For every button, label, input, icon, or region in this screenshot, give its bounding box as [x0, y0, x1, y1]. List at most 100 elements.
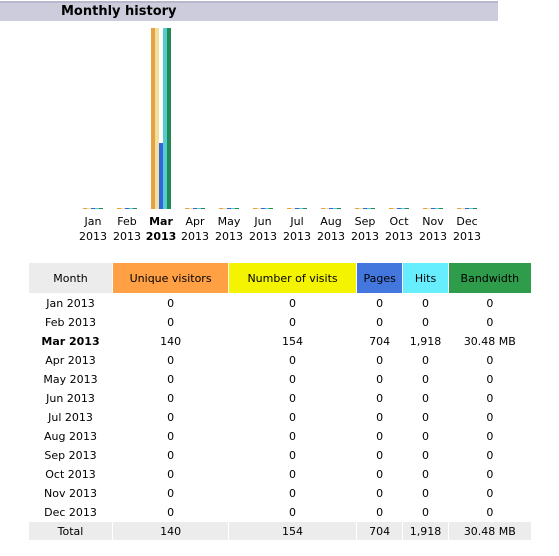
cell-hits: 0	[422, 467, 430, 481]
cell-hits: 0	[422, 372, 430, 386]
month-label: Mar 2013	[144, 214, 178, 244]
cell-bandwidth: 0	[486, 353, 494, 367]
cell-visits: 0	[289, 467, 297, 481]
chart-bar	[423, 208, 427, 209]
chart-bar	[83, 208, 87, 209]
total-bandwidth: 30.48 MB	[448, 522, 531, 540]
cell-hits: 0	[422, 315, 430, 329]
total-month: Total	[29, 522, 112, 540]
header-number-of-visits: Number of visits	[229, 263, 356, 293]
cell-visitors: 0	[167, 410, 175, 424]
month-label-year: 2013	[181, 230, 209, 243]
month-label-name: Feb	[117, 215, 137, 228]
cell-month: Jul 2013	[48, 410, 93, 424]
chart-bar	[219, 208, 223, 209]
cell-bandwidth: 0	[486, 505, 494, 519]
total-visits: 154	[229, 522, 356, 540]
header-stripe	[0, 1, 498, 3]
cell-visits: 0	[289, 410, 297, 424]
cell-visitors: 0	[167, 486, 175, 500]
cell-month: Oct 2013	[45, 467, 96, 481]
monthly-history-table: Month Unique visitors Number of visits P…	[28, 262, 532, 541]
cell-pages: 704	[369, 334, 391, 348]
cell-pages: 0	[376, 315, 384, 329]
cell-hits: 0	[422, 429, 430, 443]
chart-bar	[163, 28, 167, 209]
chart-bar	[87, 208, 91, 209]
chart-bar	[359, 208, 363, 209]
total-pages: 704	[356, 522, 403, 540]
chart-bar	[257, 208, 261, 209]
month-label: Jun 2013	[246, 214, 280, 244]
chart-bar	[99, 208, 103, 209]
cell-visits: 0	[289, 486, 297, 500]
cell-visits: 0	[289, 353, 297, 367]
cell-pages: 0	[376, 429, 384, 443]
chart-bar	[125, 208, 129, 209]
cell-month: Apr 2013	[45, 353, 96, 367]
chart-bar	[269, 208, 273, 209]
month-label-year: 2013	[79, 230, 107, 243]
cell-visitors: 0	[167, 448, 175, 462]
table-header-row: Month Unique visitors Number of visits P…	[29, 263, 531, 293]
cell-pages: 0	[376, 448, 384, 462]
month-label-name: Dec	[456, 215, 478, 228]
cell-visits: 0	[289, 315, 297, 329]
table-row: Feb 2013 0 0 0 0 0	[29, 313, 531, 331]
chart-bar	[201, 208, 205, 209]
cell-month: May 2013	[43, 372, 98, 386]
cell-hits: 0	[422, 296, 430, 310]
chart-bar	[299, 208, 303, 209]
chart-month-labels: Jan 2013 Feb 2013 Mar 2013 Apr 2013 May 2013 Jun 20…	[76, 214, 486, 248]
cell-visitors: 0	[167, 429, 175, 443]
cell-month: Jun 2013	[46, 391, 95, 405]
chart-bar	[167, 28, 171, 209]
cell-bandwidth: 0	[486, 391, 494, 405]
month-label: May 2013	[212, 214, 246, 244]
month-label-year: 2013	[385, 230, 413, 243]
chart-bar	[363, 208, 367, 209]
chart-bar	[355, 208, 359, 209]
chart-bar	[265, 208, 269, 209]
cell-visitors: 0	[167, 315, 175, 329]
chart-bar	[287, 208, 291, 209]
cell-visitors: 0	[167, 296, 175, 310]
cell-pages: 0	[376, 505, 384, 519]
cell-visitors: 0	[167, 505, 175, 519]
cell-visits: 0	[289, 429, 297, 443]
month-label: Oct 2013	[382, 214, 416, 244]
chart-bar	[321, 208, 325, 209]
header-hits: Hits	[403, 263, 448, 293]
section-header: Monthly history	[0, 1, 498, 22]
chart-bar	[469, 208, 473, 209]
cell-bandwidth: 0	[486, 410, 494, 424]
table-row: Sep 2013 0 0 0 0 0	[29, 446, 531, 464]
table-total-row: Total 140 154 704 1,918 30.48 MB	[29, 522, 531, 540]
cell-visits: 0	[289, 505, 297, 519]
month-label-year: 2013	[215, 230, 243, 243]
month-label-year: 2013	[145, 230, 177, 243]
table-row: Apr 2013 0 0 0 0 0	[29, 351, 531, 369]
cell-pages: 0	[376, 486, 384, 500]
chart-bar	[393, 208, 397, 209]
cell-pages: 0	[376, 391, 384, 405]
cell-month: Dec 2013	[44, 505, 97, 519]
cell-hits: 0	[422, 448, 430, 462]
table-row: Mar 2013 140 154 704 1,918 30.48 MB	[29, 332, 531, 350]
chart-bar	[133, 208, 137, 209]
month-label-name: Jul	[290, 215, 304, 228]
cell-bandwidth: 0	[486, 372, 494, 386]
chart-bar	[227, 208, 231, 209]
chart-bar	[295, 208, 299, 209]
month-label-year: 2013	[419, 230, 447, 243]
header-month: Month	[29, 263, 112, 293]
cell-month: Mar 2013	[41, 334, 100, 348]
month-label-year: 2013	[283, 230, 311, 243]
month-label-year: 2013	[249, 230, 277, 243]
cell-visits: 154	[282, 334, 304, 348]
table-row: Jul 2013 0 0 0 0 0	[29, 408, 531, 426]
month-label-year: 2013	[351, 230, 379, 243]
month-label-name: Sep	[354, 215, 376, 228]
cell-hits: 0	[422, 486, 430, 500]
cell-visits: 0	[289, 448, 297, 462]
